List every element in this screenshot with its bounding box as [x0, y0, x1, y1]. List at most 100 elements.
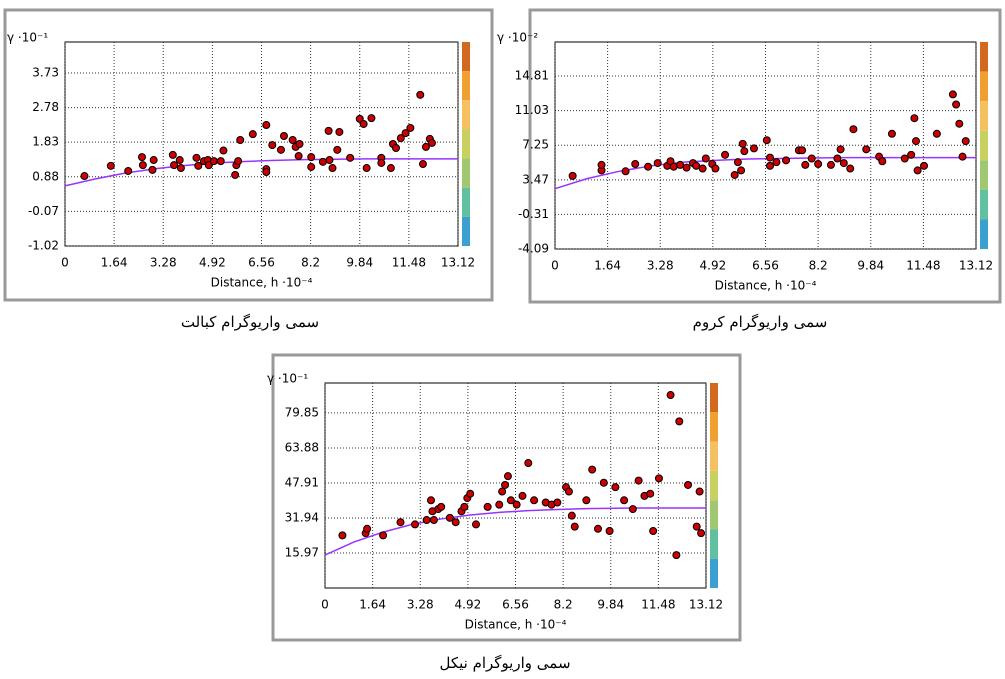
data-point: [913, 166, 922, 175]
data-point: [294, 152, 303, 161]
data-point: [530, 496, 539, 505]
data-point: [807, 154, 816, 163]
data-point: [697, 529, 706, 538]
y-axis-label: γ ·10⁻¹: [267, 372, 308, 386]
x-tick-label: 11.48: [906, 259, 940, 273]
data-point: [391, 144, 400, 153]
color-bar-segment: [710, 412, 718, 442]
data-point: [416, 90, 425, 99]
data-point: [695, 487, 704, 496]
data-point: [654, 474, 663, 483]
y-tick-label: 11.03: [515, 103, 549, 117]
data-point: [192, 153, 201, 162]
data-point: [498, 487, 507, 496]
data-point: [846, 164, 855, 173]
data-point: [437, 502, 446, 511]
data-point: [701, 154, 710, 163]
y-tick-label: -0.31: [518, 207, 549, 221]
data-point: [862, 145, 871, 154]
color-bar-segment: [462, 100, 470, 130]
data-point: [401, 129, 410, 138]
color-bar-segment: [462, 71, 470, 101]
color-bar-segment: [462, 187, 470, 217]
data-point: [248, 130, 257, 139]
data-point: [948, 90, 957, 99]
data-point: [377, 158, 386, 167]
caption: سمی واریوگرام نیکل: [439, 654, 570, 672]
data-point: [396, 518, 405, 527]
x-tick-label: 6.56: [248, 256, 275, 270]
data-point: [721, 150, 730, 159]
data-point: [279, 131, 288, 140]
y-tick-label: 63.88: [285, 440, 319, 454]
y-tick-label: 14.81: [515, 69, 549, 83]
data-point: [599, 478, 608, 487]
x-tick-label: 1.64: [594, 259, 621, 273]
caption: سمی واریوگرام کروم: [693, 313, 828, 331]
data-point: [168, 150, 177, 159]
data-point: [649, 526, 658, 535]
data-point: [631, 159, 640, 168]
color-bar-segment: [710, 470, 718, 501]
data-point: [740, 147, 749, 156]
data-point: [106, 161, 115, 170]
color-bar-segment: [462, 42, 470, 72]
data-point: [692, 522, 701, 531]
data-point: [568, 171, 577, 180]
data-point: [451, 518, 460, 527]
data-point: [782, 156, 791, 165]
data-point: [801, 160, 810, 169]
data-point: [911, 137, 920, 146]
y-tick-label: 47.91: [285, 475, 319, 489]
data-point: [675, 417, 684, 426]
data-point: [359, 119, 368, 128]
color-bar-segment: [462, 158, 470, 188]
data-point: [833, 154, 842, 163]
data-point: [335, 127, 344, 136]
data-point: [524, 459, 533, 468]
data-point: [209, 157, 218, 166]
x-tick-label: 6.56: [502, 598, 529, 612]
data-point: [567, 511, 576, 520]
y-tick-label: 2.78: [32, 100, 59, 114]
data-point: [749, 144, 758, 153]
x-tick-label: 6.56: [752, 259, 779, 273]
data-point: [920, 161, 929, 170]
data-point: [737, 166, 746, 175]
y-tick-label: -1.02: [28, 239, 59, 253]
data-point: [628, 505, 637, 514]
data-point: [236, 135, 245, 144]
data-point: [418, 160, 427, 169]
y-tick-label: 15.97: [285, 545, 319, 559]
x-tick-label: 11.48: [392, 256, 426, 270]
data-point: [367, 114, 376, 123]
y-tick-label: -4.09: [518, 242, 549, 256]
data-point: [295, 140, 304, 148]
x-tick-label: 1.64: [101, 256, 128, 270]
y-tick-label: -0.07: [28, 204, 59, 218]
data-point: [149, 156, 158, 165]
x-tick-label: 3.28: [150, 256, 177, 270]
data-point: [711, 164, 720, 173]
data-point: [421, 142, 430, 151]
x-tick-label: 3.28: [407, 598, 434, 612]
color-bar-segment: [980, 101, 988, 131]
data-point: [386, 164, 395, 173]
data-point: [952, 100, 961, 109]
data-point: [955, 119, 964, 128]
x-tick-label: 9.84: [597, 598, 624, 612]
color-bar-segment: [710, 558, 718, 588]
x-tick-label: 13.12: [441, 256, 475, 270]
data-point: [582, 496, 591, 505]
data-point: [318, 157, 327, 166]
y-axis-label: γ ·10⁻¹: [7, 31, 48, 45]
color-bar-segment: [710, 529, 718, 559]
data-point: [503, 472, 512, 481]
data-point: [231, 170, 240, 179]
data-point: [427, 138, 436, 147]
data-point: [379, 531, 388, 540]
data-point: [907, 150, 916, 159]
data-point: [276, 145, 285, 154]
data-point: [738, 139, 747, 148]
data-point: [621, 167, 630, 176]
